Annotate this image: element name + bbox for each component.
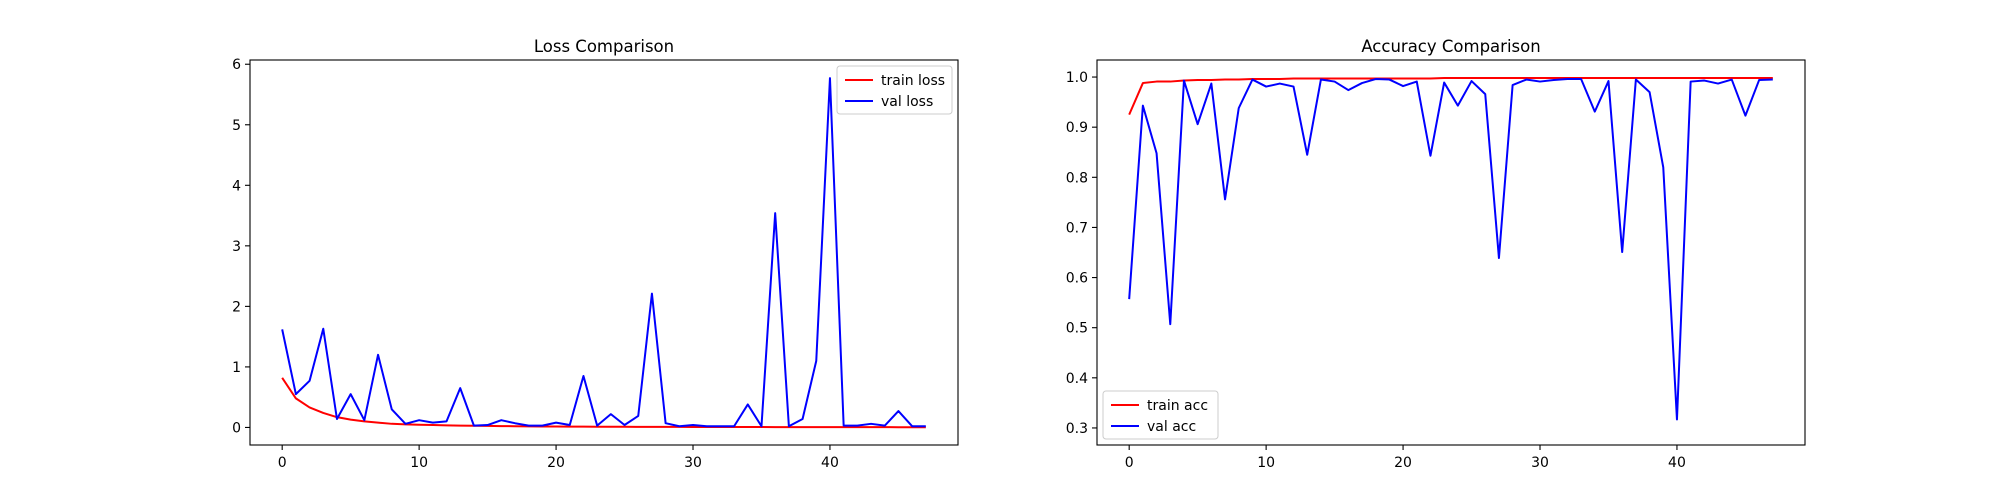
y-tick-label: 0 bbox=[232, 420, 241, 436]
x-tick-label: 20 bbox=[547, 455, 565, 471]
y-tick-label: 0.8 bbox=[1066, 170, 1088, 186]
legend-label: val loss bbox=[881, 94, 933, 110]
x-tick-label: 0 bbox=[1125, 455, 1134, 471]
y-tick-label: 0.7 bbox=[1066, 220, 1088, 236]
x-tick-label: 40 bbox=[821, 455, 839, 471]
legend-label: train acc bbox=[1147, 398, 1208, 414]
y-tick-label: 0.3 bbox=[1066, 421, 1088, 437]
y-tick-label: 0.9 bbox=[1066, 120, 1088, 136]
chart-title: Loss Comparison bbox=[534, 37, 674, 56]
accuracy-chart: 0 10 20 30 40 0.3 0.4 0.5 0.6 0.7 0.8 0.9 1.0 Accurac… bbox=[1066, 37, 1806, 471]
legend-label: val acc bbox=[1147, 419, 1196, 435]
x-tick-label: 30 bbox=[684, 455, 702, 471]
loss-chart: 0 10 20 30 40 0 1 2 3 4 5 6 Loss Comparison train los… bbox=[232, 37, 959, 471]
x-tick-label: 20 bbox=[1394, 455, 1412, 471]
series-line-val-loss bbox=[281, 77, 926, 428]
y-tick-label: 0.5 bbox=[1066, 321, 1088, 337]
y-tick-label: 0.6 bbox=[1066, 271, 1088, 287]
legend: train acc val acc bbox=[1102, 390, 1219, 440]
x-tick-label: 40 bbox=[1668, 455, 1686, 471]
y-tick-label: 4 bbox=[232, 178, 241, 194]
y-tick-label: 5 bbox=[232, 118, 241, 134]
y-tick-label: 0.4 bbox=[1066, 371, 1088, 387]
series-line-train-acc bbox=[1128, 77, 1773, 116]
x-tick-label: 0 bbox=[278, 455, 287, 471]
x-tick-label: 10 bbox=[410, 455, 428, 471]
legend: train loss val loss bbox=[836, 65, 953, 115]
x-tick-label: 30 bbox=[1531, 455, 1549, 471]
legend-label: train loss bbox=[881, 73, 945, 89]
series-line-val-acc bbox=[1128, 78, 1773, 421]
y-tick-label: 2 bbox=[232, 299, 241, 315]
y-tick-label: 1.0 bbox=[1066, 70, 1088, 86]
y-tick-label: 6 bbox=[232, 57, 241, 73]
y-tick-label: 3 bbox=[232, 239, 241, 255]
y-tick-label: 1 bbox=[232, 360, 241, 376]
series-line-train-loss bbox=[281, 377, 926, 429]
plot-area bbox=[1096, 59, 1806, 446]
x-tick-label: 10 bbox=[1257, 455, 1275, 471]
plot-area bbox=[249, 59, 959, 446]
chart-title: Accuracy Comparison bbox=[1361, 37, 1540, 56]
